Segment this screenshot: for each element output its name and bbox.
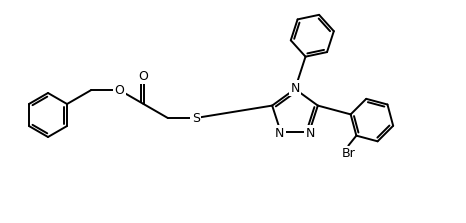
Text: N: N <box>275 127 285 140</box>
Text: S: S <box>192 112 200 124</box>
Text: O: O <box>138 70 149 83</box>
Text: N: N <box>305 127 315 140</box>
Text: Br: Br <box>342 147 355 160</box>
Text: O: O <box>114 83 124 97</box>
Text: N: N <box>290 81 300 95</box>
